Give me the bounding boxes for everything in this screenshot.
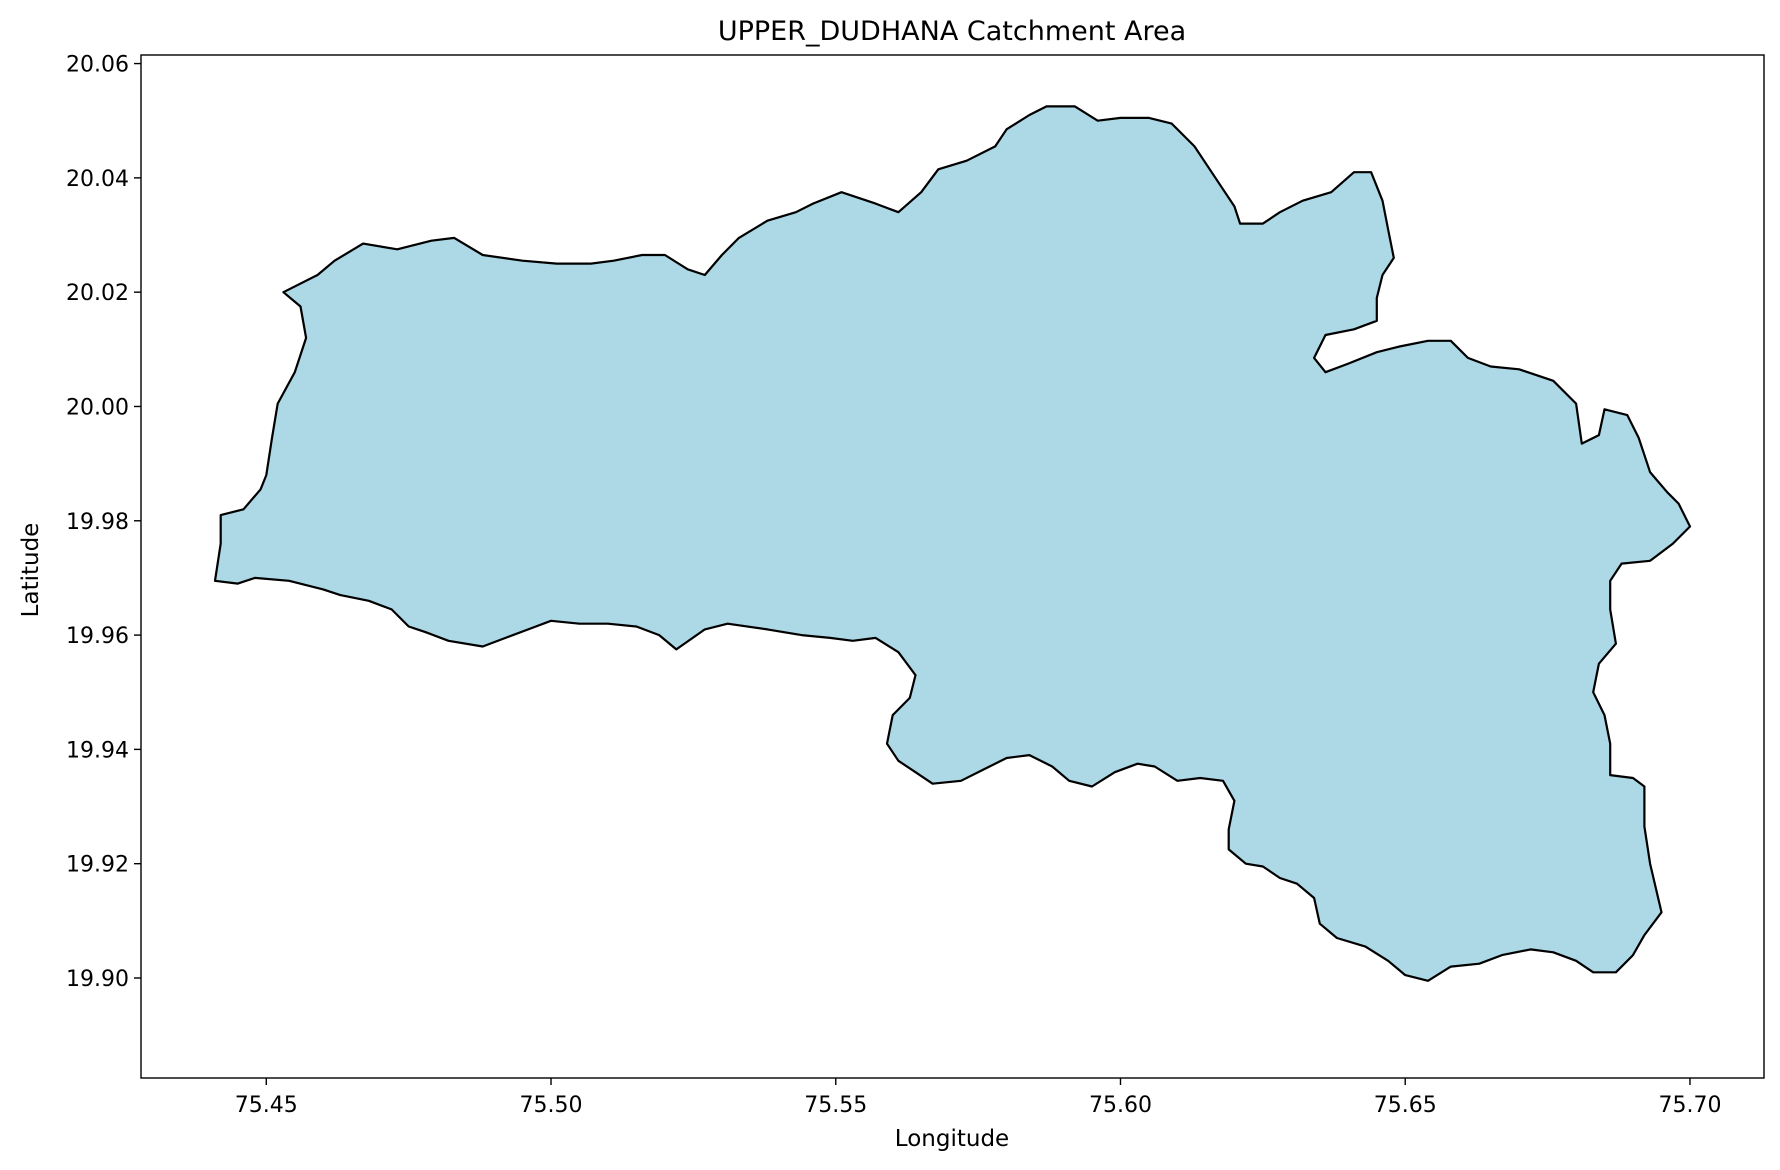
x-tick-label: 75.55	[804, 1093, 867, 1118]
chart-title: UPPER_DUDHANA Catchment Area	[718, 16, 1186, 47]
x-tick-label: 75.65	[1374, 1093, 1437, 1118]
y-tick-label: 20.02	[66, 281, 129, 306]
x-axis-ticks: 75.45 75.50 75.55 75.60 75.65 75.70	[235, 1078, 1721, 1118]
y-tick-label: 19.92	[66, 853, 129, 878]
x-axis-label: Longitude	[895, 1126, 1009, 1152]
y-tick-label: 19.96	[66, 624, 129, 649]
x-tick-label: 75.60	[1089, 1093, 1152, 1118]
x-tick-label: 75.45	[235, 1093, 298, 1118]
y-tick-label: 20.06	[66, 53, 129, 78]
y-tick-label: 19.94	[66, 738, 129, 763]
y-tick-label: 20.00	[66, 395, 129, 420]
y-tick-label: 20.04	[66, 167, 129, 192]
x-tick-label: 75.50	[520, 1093, 583, 1118]
axes-frame	[140, 54, 1765, 1079]
catchment-polygon	[213, 105, 1692, 982]
y-axis-ticks: 19.90 19.92 19.94 19.96 19.98 20.00 20.02 20.04…	[66, 53, 141, 992]
y-tick-label: 19.98	[66, 510, 129, 535]
x-tick-label: 75.70	[1658, 1093, 1721, 1118]
y-axis-label: Latitude	[18, 523, 44, 618]
y-tick-label: 19.90	[66, 967, 129, 992]
plot-area	[140, 54, 1765, 1079]
